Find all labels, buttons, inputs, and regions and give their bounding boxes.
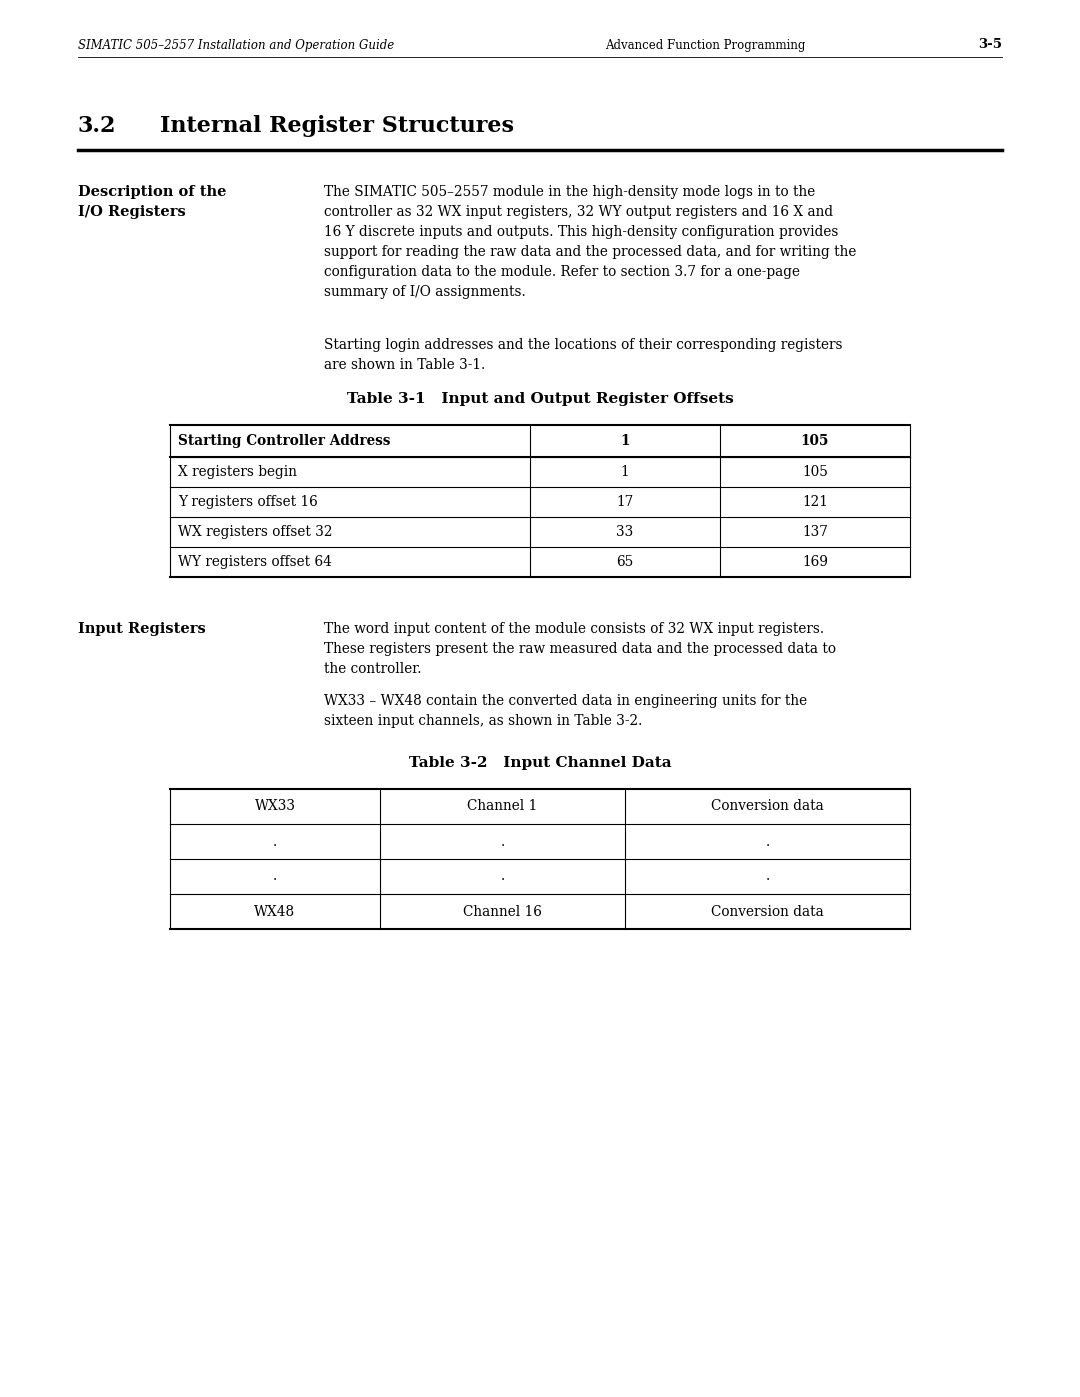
Text: Table 3-2   Input Channel Data: Table 3-2 Input Channel Data — [408, 756, 672, 770]
Text: WY registers offset 64: WY registers offset 64 — [178, 555, 332, 569]
Text: SIMATIC 505–2557 Installation and Operation Guide: SIMATIC 505–2557 Installation and Operat… — [78, 39, 394, 52]
Text: Conversion data: Conversion data — [711, 799, 824, 813]
Text: Description of the
I/O Registers: Description of the I/O Registers — [78, 184, 227, 219]
Text: The SIMATIC 505–2557 module in the high-density mode logs in to the
controller a: The SIMATIC 505–2557 module in the high-… — [324, 184, 856, 299]
Text: Advanced Function Programming: Advanced Function Programming — [605, 39, 806, 52]
Text: 1: 1 — [620, 434, 630, 448]
Text: X registers begin: X registers begin — [178, 465, 297, 479]
Text: 1: 1 — [621, 465, 630, 479]
Text: 105: 105 — [800, 434, 829, 448]
Text: 137: 137 — [802, 525, 828, 539]
Text: WX48: WX48 — [255, 904, 296, 918]
Text: Starting login addresses and the locations of their corresponding registers
are : Starting login addresses and the locatio… — [324, 338, 842, 372]
Text: 3.2: 3.2 — [78, 115, 117, 137]
Text: 121: 121 — [802, 495, 828, 509]
Text: Table 3-1   Input and Output Register Offsets: Table 3-1 Input and Output Register Offs… — [347, 393, 733, 407]
Text: .: . — [500, 869, 504, 883]
Text: 3-5: 3-5 — [978, 39, 1002, 52]
Text: Conversion data: Conversion data — [711, 904, 824, 918]
Text: Input Registers: Input Registers — [78, 622, 205, 636]
Text: 105: 105 — [802, 465, 828, 479]
Text: .: . — [273, 869, 278, 883]
Text: Channel 16: Channel 16 — [463, 904, 542, 918]
Text: 33: 33 — [617, 525, 634, 539]
Text: Channel 1: Channel 1 — [468, 799, 538, 813]
Text: WX33: WX33 — [255, 799, 296, 813]
Text: Starting Controller Address: Starting Controller Address — [178, 434, 390, 448]
Text: 169: 169 — [802, 555, 828, 569]
Text: WX33 – WX48 contain the converted data in engineering units for the
sixteen inpu: WX33 – WX48 contain the converted data i… — [324, 694, 807, 728]
Text: The word input content of the module consists of 32 WX input registers.
These re: The word input content of the module con… — [324, 622, 836, 676]
Text: Y registers offset 16: Y registers offset 16 — [178, 495, 318, 509]
Text: .: . — [766, 869, 770, 883]
Text: 17: 17 — [617, 495, 634, 509]
Text: WX registers offset 32: WX registers offset 32 — [178, 525, 333, 539]
Text: 65: 65 — [617, 555, 634, 569]
Text: Internal Register Structures: Internal Register Structures — [160, 115, 514, 137]
Text: .: . — [766, 834, 770, 848]
Text: .: . — [500, 834, 504, 848]
Text: .: . — [273, 834, 278, 848]
